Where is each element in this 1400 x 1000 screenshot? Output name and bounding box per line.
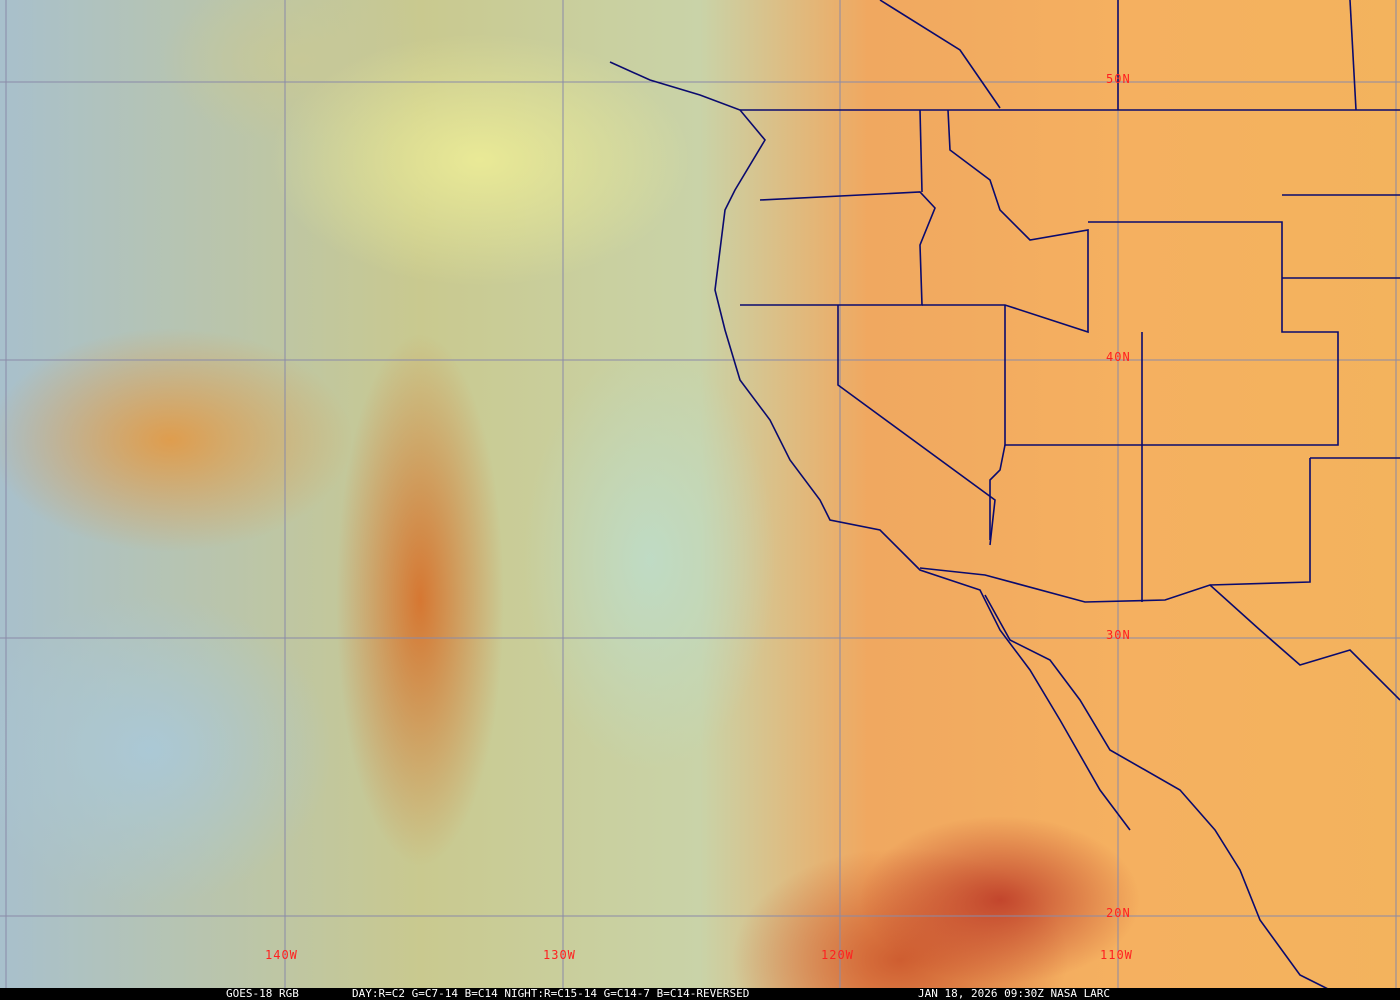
state-border xyxy=(740,191,936,306)
rgb-recipe: DAY:R=C2 G=C7-14 B=C14 NIGHT:R=C15-14 G=… xyxy=(352,987,750,1000)
us-mexico-border xyxy=(919,567,1400,701)
state-border xyxy=(919,109,923,193)
lon-label-140w: 140W xyxy=(265,948,298,962)
state-border xyxy=(879,0,1001,109)
state-border xyxy=(837,305,996,546)
timestamp: JAN 18, 2026 09:30Z NASA LARC xyxy=(918,987,1111,1000)
lon-label-110w: 110W xyxy=(1100,948,1133,962)
state-border xyxy=(1209,458,1311,586)
lat-label-50n: 50N xyxy=(1106,72,1131,86)
political-borders xyxy=(609,0,1400,991)
state-border xyxy=(922,109,1089,334)
lat-label-30n: 30N xyxy=(1106,628,1131,642)
lat-label-40n: 40N xyxy=(1106,350,1131,364)
lon-label-130w: 130W xyxy=(543,948,576,962)
state-border xyxy=(1349,0,1357,111)
state-border xyxy=(989,444,1006,540)
lat-label-20n: 20N xyxy=(1106,906,1131,920)
product-name: GOES-18 RGB xyxy=(226,987,299,1000)
caption-bar: GOES-18 RGB DAY:R=C2 G=C7-14 B=C14 NIGHT… xyxy=(0,988,1400,1000)
gulf-coastline xyxy=(984,594,1331,991)
coastline xyxy=(609,61,1131,831)
state-border xyxy=(1004,221,1339,446)
lon-label-120w: 120W xyxy=(821,948,854,962)
